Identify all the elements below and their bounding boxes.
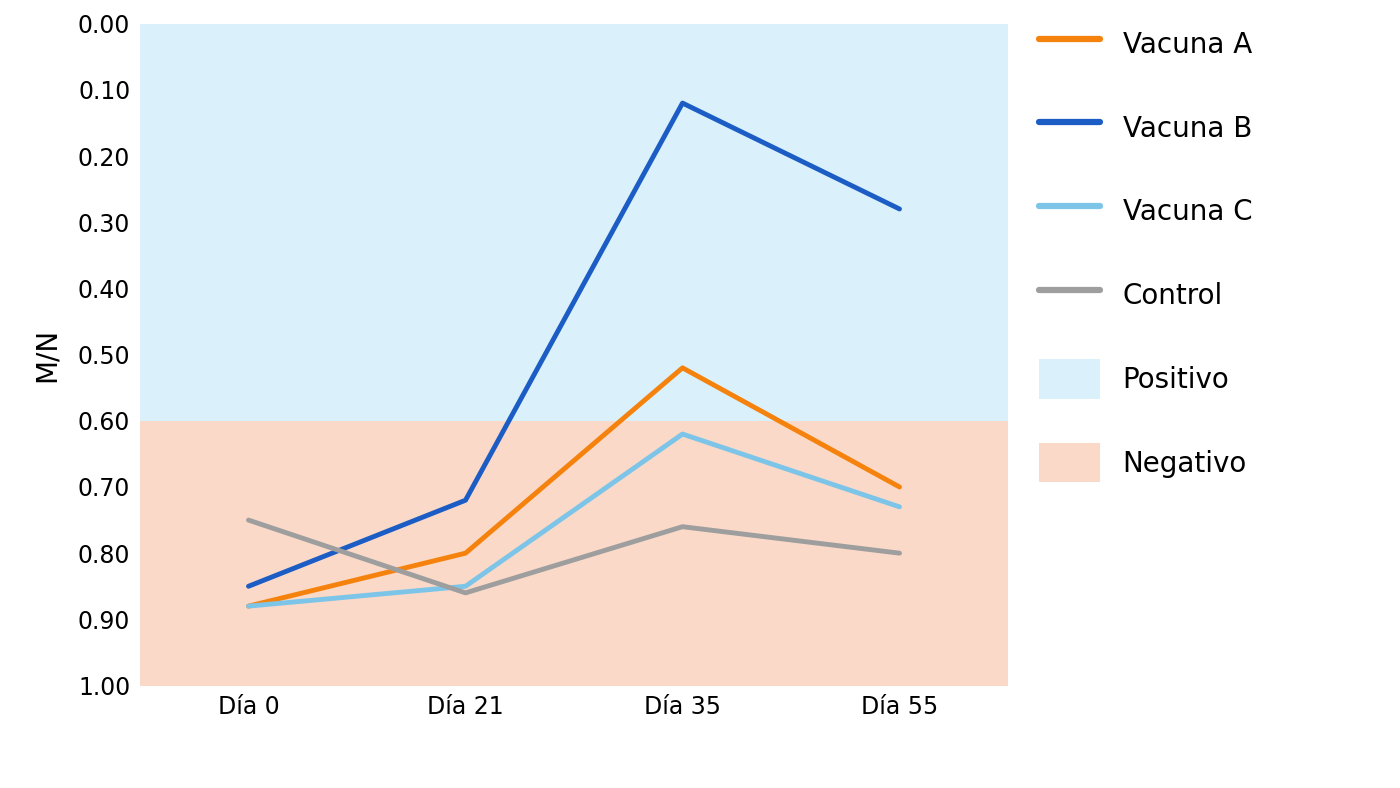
Bar [140, 421, 1008, 686]
Bar [140, 24, 1008, 421]
Legend: Vacuna A, Vacuna B, Vacuna C, Control, Positivo, Negativo: Vacuna A, Vacuna B, Vacuna C, Control, P… [1039, 24, 1252, 482]
Y-axis label: M/N: M/N [34, 328, 62, 381]
